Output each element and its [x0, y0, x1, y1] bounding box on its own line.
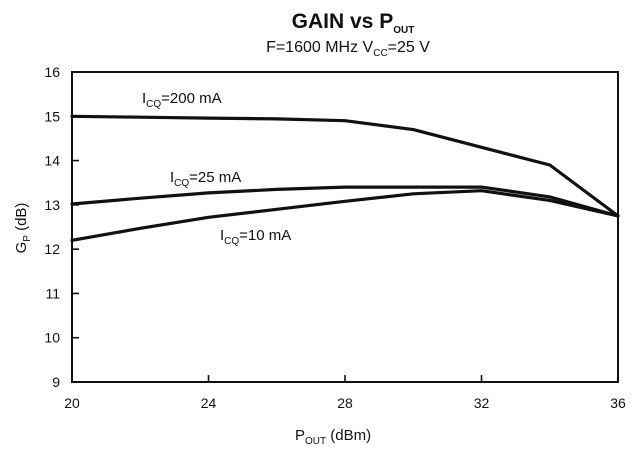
chart-subtitle: F=1600 MHz VCC=25 V: [266, 39, 430, 59]
series-line-icq-200ma: [70, 114, 620, 218]
y-tick-label: 16: [44, 64, 60, 80]
series-lines: [70, 114, 620, 242]
x-tick-label: 20: [64, 395, 80, 411]
y-axis-label: GP (dB): [13, 203, 33, 254]
y-tick-label: 9: [52, 374, 60, 390]
chart-title: GAIN vs POUT: [292, 10, 415, 36]
series-label-icq-10ma: ICQ=10 mA: [220, 227, 291, 247]
y-tick-label: 10: [44, 330, 60, 346]
series-line-icq-25ma: [70, 185, 620, 218]
y-tick-label: 11: [45, 285, 60, 301]
x-tick-label: 24: [201, 395, 217, 411]
series-label-icq-200ma: ICQ=200 mA: [142, 90, 222, 110]
y-axis: 9 10 11 12 13 14 15 16: [44, 64, 79, 390]
x-axis: 20 24 28 32 36: [64, 375, 626, 411]
y-tick-label: 15: [44, 108, 60, 124]
y-tick-label: 14: [44, 153, 60, 169]
x-tick-label: 36: [610, 395, 626, 411]
x-axis-label: POUT (dBm): [295, 427, 371, 447]
series-label-icq-25ma: ICQ=25 mA: [170, 169, 241, 189]
x-tick-label: 32: [474, 395, 490, 411]
y-tick-label: 12: [44, 241, 60, 257]
y-tick-label: 13: [44, 197, 60, 213]
x-tick-label: 28: [337, 395, 353, 411]
series-line-icq-10ma: [70, 189, 620, 242]
